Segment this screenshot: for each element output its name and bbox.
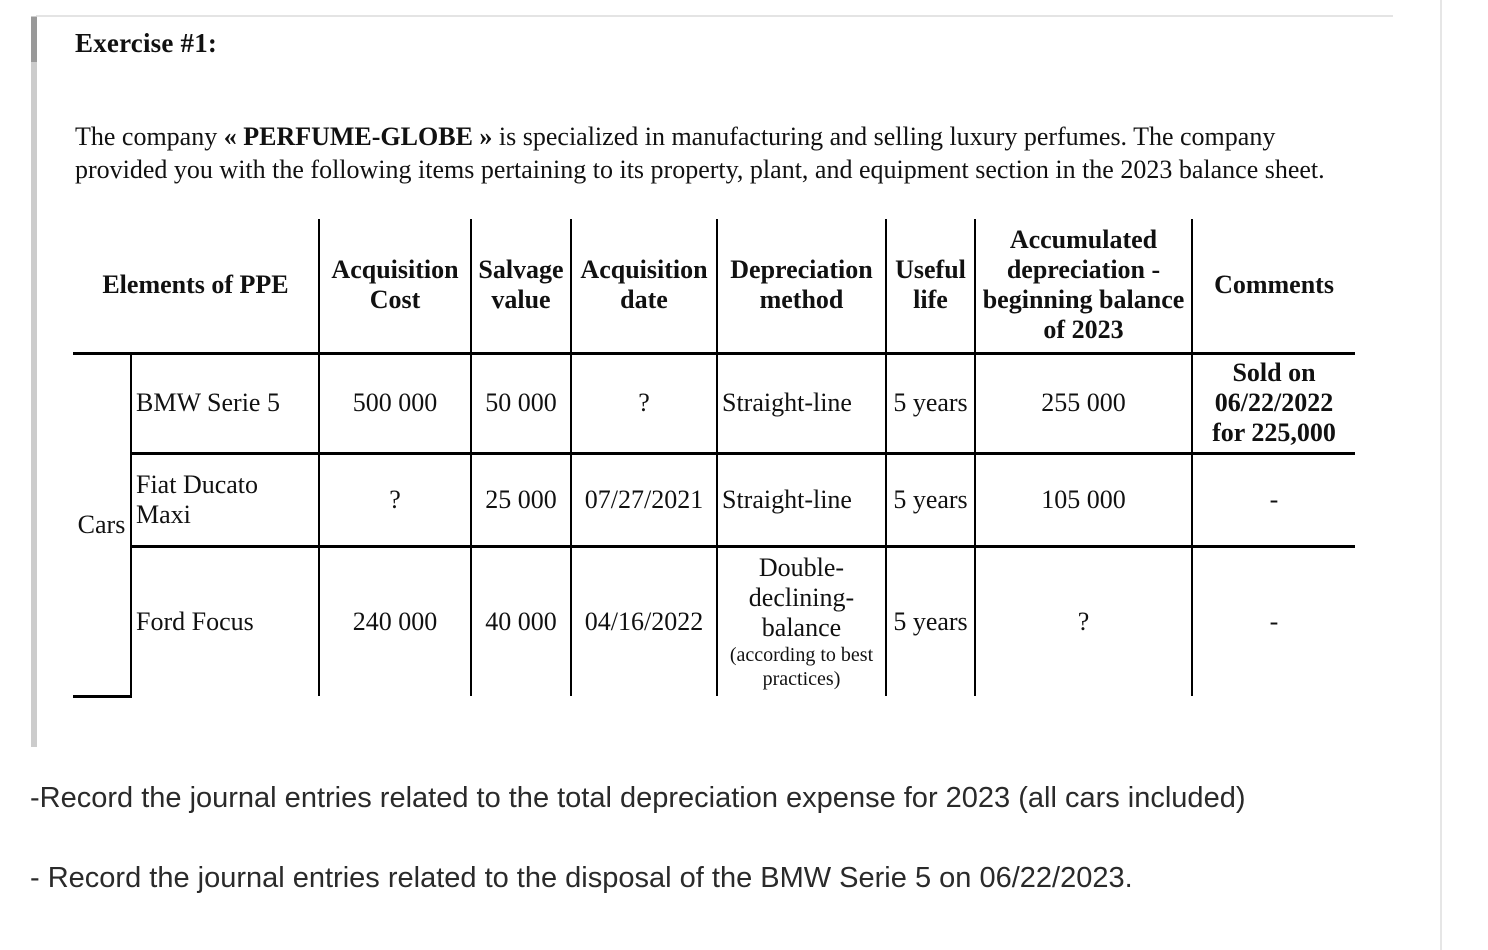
cell-useful-life: 5 years (886, 453, 976, 548)
company-name: « PERFUME-GLOBE » (223, 122, 493, 151)
table-header-row: Elements of PPE Acquisition Cost Salvage… (73, 219, 1355, 355)
cell-depreciation-method: Double-declining-balance (according to be… (717, 546, 887, 696)
table-row-bmw: Cars BMW Serie 5 500 000 50 000 ? Straig… (73, 353, 1355, 698)
scrollbar-thumb[interactable] (31, 17, 37, 62)
col-header-elements-of-ppe: Elements of PPE (73, 219, 320, 355)
cell-comments: Sold on 06/22/2022 for 225,000 (1192, 353, 1355, 455)
cell-accumulated-depreciation: 255 000 (975, 353, 1193, 455)
cell-comments: - (1192, 453, 1355, 548)
page-right-divider (1440, 0, 1442, 950)
cell-acquisition-cost: 240 000 (319, 546, 472, 696)
task-depreciation-expense: -Record the journal entries related to t… (30, 782, 1246, 814)
cell-name: Fiat Ducato Maxi (131, 453, 320, 548)
cell-acquisition-cost: 500 000 (319, 353, 472, 455)
cell-depreciation-method: Straight-line (717, 353, 887, 455)
cell-useful-life: 5 years (886, 546, 976, 696)
depreciation-method-main: Double-declining-balance (748, 552, 855, 642)
cell-depreciation-method: Straight-line (717, 453, 887, 548)
col-header-acquisition-date: Acquisition date (571, 219, 718, 355)
cell-group-cars: Cars (73, 353, 132, 698)
cell-salvage-value: 25 000 (471, 453, 572, 548)
intro-text-after: is specialized in manufacturing and sell… (75, 122, 1325, 184)
col-header-depreciation-method: Depreciation method (717, 219, 887, 355)
scrollbar-track[interactable] (31, 16, 37, 747)
col-header-accumulated-depreciation: Accumulated depreciation - beginning bal… (975, 219, 1193, 355)
intro-text-before: The company (75, 122, 224, 151)
col-header-acquisition-cost: Acquisition Cost (319, 219, 472, 355)
cell-comments: - (1269, 606, 1279, 636)
cell-acquisition-cost: ? (319, 453, 472, 548)
cell-useful-life: 5 years (886, 353, 976, 455)
col-header-useful-life: Useful life (886, 219, 976, 355)
cell-acquisition-date: 07/27/2021 (571, 453, 718, 548)
table-row-ford: Ford Focus 240 000 40 000 04/16/2022 Dou… (73, 546, 1355, 696)
cell-salvage-value: 40 000 (471, 546, 572, 696)
col-header-comments: Comments (1192, 219, 1355, 355)
depreciation-method-note: (according to best practices) (729, 643, 874, 690)
cell-acquisition-date: ? (571, 353, 718, 455)
cell-name: BMW Serie 5 (131, 353, 320, 455)
table-row-fiat: Fiat Ducato Maxi ? 25 000 07/27/2021 Str… (73, 453, 1355, 548)
task-disposal-bmw: - Record the journal entries related to … (30, 862, 1133, 894)
cell-name: Ford Focus (131, 546, 320, 696)
exercise-title: Exercise #1: (75, 28, 218, 58)
ppe-table: Elements of PPE Acquisition Cost Salvage… (73, 219, 1355, 698)
page-top-divider (36, 15, 1393, 17)
cell-accumulated-depreciation: 105 000 (975, 453, 1193, 548)
intro-paragraph: The company « PERFUME-GLOBE » is special… (75, 120, 1367, 186)
cell-acquisition-date: 04/16/2022 (571, 546, 718, 696)
cell-accumulated-depreciation: ? (975, 546, 1193, 696)
col-header-salvage-value: Salvage value (471, 219, 572, 355)
cell-salvage-value: 50 000 (471, 353, 572, 455)
